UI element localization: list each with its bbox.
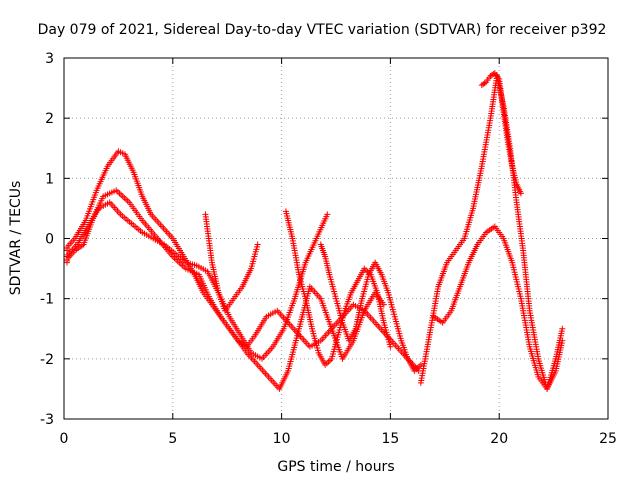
y-tick-label: 0 — [45, 232, 54, 248]
series-track-a — [64, 187, 387, 392]
data-point — [254, 241, 261, 248]
series-track-e — [282, 208, 394, 368]
y-tick-label: 2 — [45, 111, 54, 127]
data-point — [559, 325, 566, 332]
data-point — [387, 343, 394, 350]
x-tick-label: 20 — [490, 431, 508, 447]
y-tick-label: 1 — [45, 171, 54, 187]
plot-frame — [63, 57, 609, 420]
series-track-h — [430, 223, 566, 392]
x-tick-label: 15 — [381, 431, 399, 447]
x-tick-label: 10 — [273, 431, 291, 447]
data-point — [481, 80, 488, 87]
grid-lines — [64, 58, 608, 419]
y-tick-label: -1 — [40, 292, 54, 308]
x-tick-label: 5 — [168, 431, 177, 447]
data-point — [490, 71, 497, 78]
data-point — [324, 211, 331, 218]
x-axis-title: GPS time / hours — [277, 459, 394, 475]
data-point — [517, 190, 524, 197]
y-tick-label: 3 — [45, 51, 54, 67]
y-tick-label: -3 — [40, 412, 54, 428]
series-track-f — [317, 241, 424, 374]
data-point — [417, 361, 424, 368]
y-tick-label: -2 — [40, 352, 54, 368]
series-track-g — [417, 73, 566, 392]
data-marks — [64, 70, 566, 392]
series-track-d — [202, 211, 261, 314]
y-axis-title: SDTVAR / TECUs — [8, 181, 24, 296]
x-tick-label: 25 — [599, 431, 617, 447]
x-tick-label: 0 — [60, 431, 69, 447]
tick-labels: 0 5 10 15 20 25 -3 -2 -1 0 1 2 3 — [40, 51, 617, 447]
chart-title: Day 079 of 2021, Sidereal Day-to-day VTE… — [38, 22, 607, 38]
series-track-i — [478, 70, 524, 197]
